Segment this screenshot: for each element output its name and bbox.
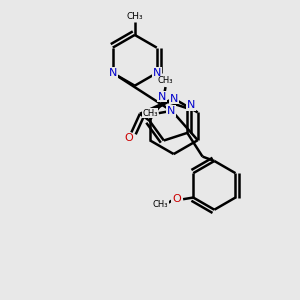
- Text: N: N: [169, 94, 178, 103]
- Text: N: N: [158, 92, 166, 101]
- Text: N: N: [109, 68, 117, 78]
- Text: N: N: [187, 100, 195, 110]
- Text: O: O: [124, 134, 133, 143]
- Text: N: N: [153, 68, 161, 78]
- Text: CH₃: CH₃: [142, 109, 158, 118]
- Text: CH₃: CH₃: [127, 12, 143, 21]
- Text: O: O: [172, 194, 181, 204]
- Text: CH₃: CH₃: [158, 76, 173, 85]
- Text: CH₃: CH₃: [152, 200, 168, 209]
- Text: N: N: [167, 106, 175, 116]
